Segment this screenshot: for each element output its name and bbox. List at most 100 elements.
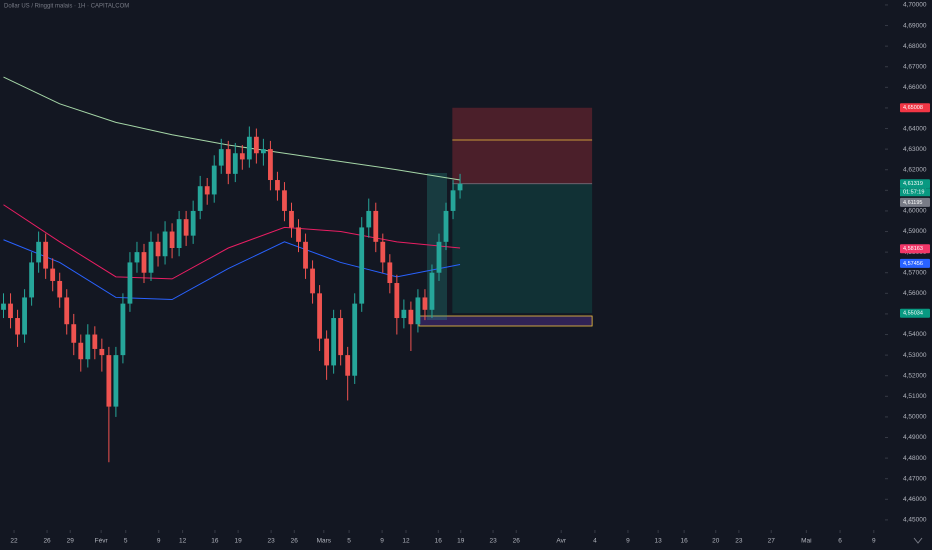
candle-body <box>450 190 456 211</box>
candle-body <box>148 241 154 273</box>
candle-body <box>296 227 301 242</box>
candle-body <box>373 210 379 242</box>
x-tick-label: 6 <box>838 538 842 545</box>
y-tick-label: 4,66000 <box>903 84 927 91</box>
x-tick-label: 16 <box>435 538 443 545</box>
y-tick-label: 4,49000 <box>903 434 927 441</box>
candle-body <box>345 355 351 376</box>
x-tick-label: 5 <box>124 538 128 545</box>
x-tick-label: 23 <box>735 538 743 545</box>
candle-body <box>429 272 435 310</box>
candle-body <box>401 309 407 319</box>
candle-body <box>141 252 147 273</box>
candle-body <box>176 219 182 249</box>
candle-body <box>155 241 161 257</box>
y-tick-label: 4,68000 <box>903 43 927 50</box>
candle-body <box>162 231 168 257</box>
x-tick-label: Mars <box>317 538 332 545</box>
stop-zone <box>452 107 593 184</box>
x-tick-label: 26 <box>513 538 521 545</box>
x-tick-label: 9 <box>157 538 161 545</box>
x-tick-label: Avr <box>556 538 566 545</box>
candle-body <box>225 149 231 174</box>
price-tag-label: 4,57456 <box>903 261 923 267</box>
y-tick-label: 4,52000 <box>903 372 927 379</box>
candle-body <box>422 297 428 310</box>
candle-body <box>239 153 245 160</box>
candle-body <box>387 262 393 284</box>
y-tick-label: 4,69000 <box>903 22 927 29</box>
x-tick-label: 23 <box>489 538 497 545</box>
countdown-bg <box>900 188 930 197</box>
candle-body <box>50 268 56 281</box>
x-tick-label: 13 <box>655 538 663 545</box>
price-tag-label: 4,55034 <box>903 311 923 317</box>
y-tick-label: 4,51000 <box>903 393 927 400</box>
candle-body <box>457 183 463 191</box>
candle-body <box>303 241 308 269</box>
candle-body <box>190 210 196 236</box>
x-tick-label: 12 <box>179 538 187 545</box>
x-tick-label: 19 <box>234 538 242 545</box>
x-tick-label: 26 <box>291 538 299 545</box>
candle-body <box>99 348 105 356</box>
candle-body <box>218 149 224 166</box>
candle-body <box>232 153 238 174</box>
candle-body <box>268 149 273 181</box>
settings-icon[interactable] <box>913 537 923 544</box>
y-tick-label: 4,46000 <box>903 496 927 503</box>
target-zone <box>452 183 593 314</box>
candle-body <box>106 355 112 407</box>
candle-body <box>183 219 189 236</box>
candle-body <box>394 283 400 319</box>
x-tick-label: 26 <box>43 538 51 545</box>
price-tag <box>900 103 930 113</box>
y-tick-label: 4,67000 <box>903 63 927 70</box>
y-tick-label: 4,56000 <box>903 290 927 297</box>
candle-body <box>36 241 42 263</box>
moving-average <box>3 239 461 301</box>
candle-body <box>8 303 13 319</box>
candle-body <box>120 303 126 356</box>
x-tick-label: 19 <box>457 538 465 545</box>
candle-body <box>352 303 358 376</box>
candle-body <box>85 334 91 360</box>
price-tag-label: 4,61195 <box>903 200 922 206</box>
y-tick-label: 4,47000 <box>903 475 927 482</box>
candle-body <box>211 165 217 195</box>
price-tag-label: 4,58163 <box>903 246 923 252</box>
candle-body <box>1 303 6 310</box>
y-tick-label: 4,60000 <box>903 208 927 215</box>
candle-body <box>113 355 119 407</box>
candle-body <box>134 252 140 263</box>
candle-body <box>169 231 175 249</box>
x-tick-label: 20 <box>712 538 720 545</box>
x-tick-label: 12 <box>402 538 410 545</box>
price-tag <box>900 258 930 268</box>
candle-body <box>415 297 421 325</box>
x-tick-label: 4 <box>593 538 597 545</box>
candle-body <box>443 210 449 242</box>
y-tick-label: 4,63000 <box>903 146 927 153</box>
candle-body <box>331 318 337 366</box>
candle-body <box>275 180 280 191</box>
price-tag <box>900 308 930 318</box>
x-tick-label: 16 <box>681 538 689 545</box>
candle-body <box>71 324 77 343</box>
y-tick-label: 4,54000 <box>903 331 927 338</box>
candle-body <box>197 186 203 211</box>
candle-body <box>359 227 365 304</box>
x-tick-label: 9 <box>872 538 876 545</box>
price-tag-label: 4,61319 <box>903 181 923 187</box>
y-tick-label: 4,70000 <box>903 2 927 9</box>
candle-body <box>57 280 63 298</box>
candle-body <box>366 210 372 228</box>
candle-body <box>29 262 35 298</box>
candle-body <box>282 190 287 211</box>
x-tick-label: Mai <box>801 538 811 545</box>
candle-body <box>380 241 386 263</box>
y-tick-label: 4,64000 <box>903 125 927 132</box>
